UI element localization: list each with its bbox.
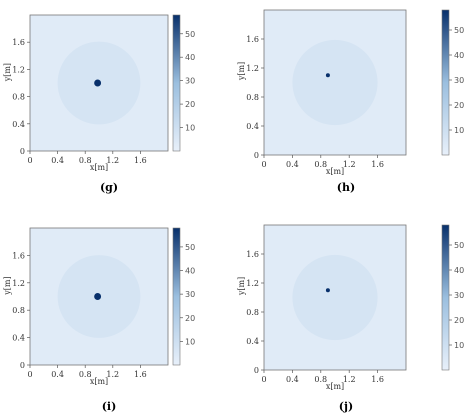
- colorbar: [441, 224, 450, 371]
- colorbar-tick-label: 40: [454, 51, 464, 60]
- circular-region: [292, 39, 378, 126]
- colorbar-tick-label: 50: [454, 241, 464, 250]
- x-tick-label: 1.2: [106, 156, 119, 165]
- x-tick-label: 0.8: [79, 156, 92, 165]
- x-axis-label: x[m]: [90, 377, 108, 386]
- colorbar-tick-label: 10: [454, 341, 464, 350]
- y-tick-label: 1.6: [12, 251, 25, 260]
- x-tick-label: 0.4: [51, 370, 64, 379]
- panel-caption: (j): [339, 400, 353, 413]
- x-tick-label: 1.2: [106, 370, 119, 379]
- colorbar-tick-label: 40: [185, 53, 195, 62]
- x-tick-label: 0: [261, 375, 266, 384]
- y-tick-label: 0: [254, 366, 259, 375]
- panel-caption: (g): [100, 181, 118, 194]
- colorbar-tick-label: 20: [454, 316, 464, 325]
- x-tick-label: 0.8: [314, 160, 327, 169]
- colorbar: [172, 227, 181, 366]
- y-axis-label: y[m]: [3, 63, 12, 82]
- y-tick-label: 1.6: [12, 38, 25, 47]
- y-axis-label: y[m]: [3, 276, 12, 295]
- panel-container: 0 0.4 0.8 1.2 1.6 0 0.4 0.8 1.2 1.6 x[m] y[m] 10 20 30…: [3, 9, 464, 413]
- colorbar: [441, 9, 450, 156]
- y-tick-label: 1.2: [246, 64, 259, 73]
- y-axis-label: y[m]: [237, 277, 246, 296]
- source-point: [94, 79, 102, 87]
- x-axis-label: x[m]: [326, 167, 344, 176]
- y-tick-label: 0.8: [246, 308, 259, 317]
- x-tick-label: 0: [261, 160, 266, 169]
- x-tick-label: 1.6: [371, 160, 384, 169]
- x-tick-label: 1.6: [134, 370, 147, 379]
- y-tick-label: 0.8: [246, 93, 259, 102]
- source-point: [94, 293, 102, 300]
- panel-caption: (h): [337, 181, 355, 194]
- plot-frame: [29, 227, 169, 366]
- x-axis-label: x[m]: [90, 163, 108, 172]
- y-tick-label: 0.4: [246, 122, 259, 131]
- colorbar-tick-label: 30: [185, 77, 195, 86]
- x-tick-label: 0.8: [314, 375, 327, 384]
- plot-frame: [263, 9, 407, 156]
- x-tick-label: 1.2: [343, 160, 356, 169]
- colorbar-tick-label: 50: [185, 30, 195, 39]
- colorbar-tick-label: 40: [185, 267, 195, 276]
- y-axis-label: y[m]: [237, 62, 246, 81]
- colorbar-tick-label: 50: [454, 26, 464, 35]
- colorbar-tick-label: 30: [185, 290, 195, 299]
- colorbar-tick-label: 20: [454, 101, 464, 110]
- colorbar: [172, 14, 181, 152]
- x-tick-label: 1.6: [371, 375, 384, 384]
- y-tick-label: 1.2: [12, 65, 25, 74]
- x-tick-label: 0.8: [79, 370, 92, 379]
- y-tick-label: 1.6: [246, 250, 259, 259]
- y-tick-label: 0.4: [12, 120, 25, 129]
- plot-frame: [263, 224, 407, 371]
- x-tick-label: 0: [27, 156, 32, 165]
- y-tick-label: 0.4: [12, 334, 25, 343]
- y-tick-label: 0.4: [246, 337, 259, 346]
- y-tick-label: 0: [20, 147, 25, 156]
- colorbar-tick-label: 10: [185, 337, 195, 346]
- colorbar-tick-label: 30: [454, 76, 464, 85]
- x-tick-label: 0.4: [286, 160, 299, 169]
- y-tick-label: 0.8: [12, 93, 25, 102]
- y-tick-label: 1.6: [246, 35, 259, 44]
- y-tick-label: 0: [254, 151, 259, 160]
- x-tick-label: 1.2: [343, 375, 356, 384]
- colorbar-tick-label: 40: [454, 266, 464, 275]
- chart-panel: 0 0.4 0.8 1.2 1.6 0 0.4 0.8 1.2 1.6 x[m] y[m] 10 20 30…: [3, 227, 195, 413]
- y-tick-label: 1.2: [12, 279, 25, 288]
- chart-panel: 0 0.4 0.8 1.2 1.6 0 0.4 0.8 1.2 1.6 x[m] y[m] 10 20 30…: [3, 14, 195, 194]
- x-tick-label: 1.6: [134, 156, 147, 165]
- x-tick-label: 0.4: [286, 375, 299, 384]
- source-point: [325, 73, 330, 78]
- plot-frame: [29, 14, 169, 152]
- colorbar-tick-label: 30: [454, 291, 464, 300]
- source-point: [325, 288, 330, 293]
- colorbar-tick-label: 10: [185, 124, 195, 133]
- colorbar-tick-label: 20: [185, 100, 195, 109]
- panel-caption: (i): [102, 400, 117, 413]
- y-tick-label: 0.8: [12, 306, 25, 315]
- x-tick-label: 0.4: [51, 156, 64, 165]
- chart-panel: 0 0.4 0.8 1.2 1.6 0 0.4 0.8 1.2 1.6 x[m] y[m] 10 20 30…: [237, 9, 464, 194]
- colorbar-tick-label: 10: [454, 126, 464, 135]
- chart-panel: 0 0.4 0.8 1.2 1.6 0 0.4 0.8 1.2 1.6 x[m] y[m] 10 20 30…: [237, 224, 464, 413]
- y-tick-label: 1.2: [246, 279, 259, 288]
- colorbar-tick-label: 20: [185, 314, 195, 323]
- circular-region: [292, 254, 378, 341]
- x-axis-label: x[m]: [326, 382, 344, 391]
- x-tick-label: 0: [27, 370, 32, 379]
- y-tick-label: 0: [20, 361, 25, 370]
- colorbar-tick-label: 50: [185, 243, 195, 252]
